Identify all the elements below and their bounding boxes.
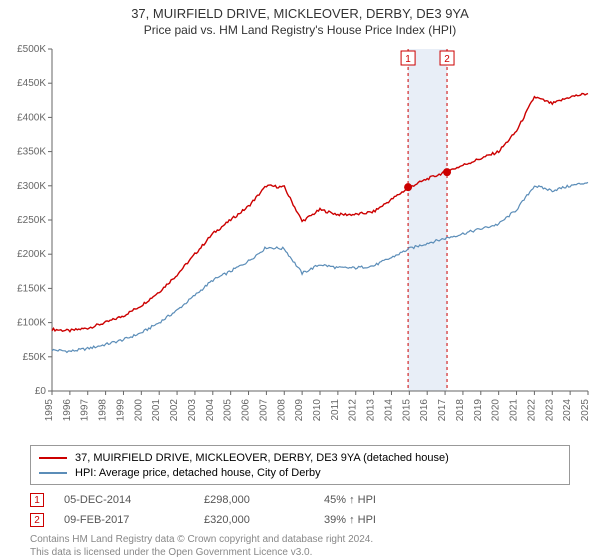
- svg-text:2015: 2015: [401, 399, 412, 422]
- legend-item: HPI: Average price, detached house, City…: [39, 465, 561, 480]
- sale-date: 09-FEB-2017: [64, 514, 204, 526]
- svg-text:2007: 2007: [258, 399, 269, 422]
- svg-text:£300K: £300K: [17, 181, 46, 192]
- sale-price: £320,000: [204, 514, 324, 526]
- svg-text:2002: 2002: [169, 399, 180, 422]
- chart-svg: 1 2 £0 £50K £100K £150K £200K £250K £300K £350K £4…: [0, 41, 600, 439]
- svg-text:2008: 2008: [276, 399, 287, 422]
- svg-text:1997: 1997: [80, 399, 91, 422]
- sale-diff: 45% ↑ HPI: [324, 494, 444, 506]
- legend-item: 37, MUIRFIELD DRIVE, MICKLEOVER, DERBY, …: [39, 450, 561, 465]
- sale-row: 2 09-FEB-2017 £320,000 39% ↑ HPI: [30, 513, 570, 527]
- svg-text:2011: 2011: [330, 399, 341, 421]
- svg-text:2009: 2009: [294, 399, 305, 422]
- legend-swatch: [39, 457, 67, 459]
- sale-records: 1 05-DEC-2014 £298,000 45% ↑ HPI 2 09-FE…: [30, 493, 570, 527]
- svg-text:2001: 2001: [151, 399, 162, 422]
- legend-label: HPI: Average price, detached house, City…: [75, 467, 321, 479]
- svg-text:2021: 2021: [509, 399, 520, 422]
- chart-container: 37, MUIRFIELD DRIVE, MICKLEOVER, DERBY, …: [0, 0, 600, 560]
- svg-text:1999: 1999: [115, 399, 126, 422]
- svg-text:2014: 2014: [383, 399, 394, 422]
- svg-text:2010: 2010: [312, 399, 323, 422]
- svg-text:2025: 2025: [580, 399, 591, 422]
- svg-text:2003: 2003: [187, 399, 198, 422]
- legend-swatch: [39, 472, 67, 474]
- footer-line: This data is licensed under the Open Gov…: [30, 546, 570, 559]
- svg-text:£100K: £100K: [17, 318, 46, 329]
- svg-text:2020: 2020: [491, 399, 502, 422]
- svg-text:2023: 2023: [544, 399, 555, 422]
- sale-row: 1 05-DEC-2014 £298,000 45% ↑ HPI: [30, 493, 570, 507]
- footer-text: Contains HM Land Registry data © Crown c…: [30, 533, 570, 559]
- svg-text:2013: 2013: [366, 399, 377, 422]
- svg-text:£350K: £350K: [17, 147, 46, 158]
- svg-text:2019: 2019: [473, 399, 484, 422]
- svg-text:2000: 2000: [133, 399, 144, 422]
- svg-text:£200K: £200K: [17, 249, 46, 260]
- svg-text:2005: 2005: [223, 399, 234, 422]
- svg-text:2004: 2004: [205, 399, 216, 422]
- chart-title: 37, MUIRFIELD DRIVE, MICKLEOVER, DERBY, …: [0, 6, 600, 21]
- svg-text:£500K: £500K: [17, 44, 46, 55]
- svg-text:2022: 2022: [526, 399, 537, 422]
- svg-text:£400K: £400K: [17, 112, 46, 123]
- chart-subtitle: Price paid vs. HM Land Registry's House …: [0, 23, 600, 37]
- svg-text:2017: 2017: [437, 399, 448, 422]
- svg-text:2012: 2012: [348, 399, 359, 422]
- sale-price: £298,000: [204, 494, 324, 506]
- svg-text:1995: 1995: [44, 399, 55, 422]
- svg-text:1998: 1998: [98, 399, 109, 422]
- chart-plot: 1 2 £0 £50K £100K £150K £200K £250K £300K £350K £4…: [0, 41, 600, 439]
- svg-text:£50K: £50K: [23, 352, 47, 363]
- legend: 37, MUIRFIELD DRIVE, MICKLEOVER, DERBY, …: [30, 445, 570, 485]
- svg-text:2016: 2016: [419, 399, 430, 422]
- svg-text:2024: 2024: [562, 399, 573, 422]
- svg-text:2018: 2018: [455, 399, 466, 422]
- sale-marker-icon: 1: [30, 493, 44, 507]
- legend-label: 37, MUIRFIELD DRIVE, MICKLEOVER, DERBY, …: [75, 452, 449, 464]
- svg-text:£250K: £250K: [17, 215, 46, 226]
- svg-text:£150K: £150K: [17, 283, 46, 294]
- sale-diff: 39% ↑ HPI: [324, 514, 444, 526]
- title-area: 37, MUIRFIELD DRIVE, MICKLEOVER, DERBY, …: [0, 0, 600, 37]
- svg-text:£0: £0: [35, 386, 47, 397]
- svg-text:2006: 2006: [241, 399, 252, 422]
- svg-text:1996: 1996: [62, 399, 73, 422]
- sale-marker-icon: 2: [30, 513, 44, 527]
- sale-date: 05-DEC-2014: [64, 494, 204, 506]
- svg-text:2: 2: [444, 54, 450, 65]
- svg-text:1: 1: [405, 54, 411, 65]
- svg-text:£450K: £450K: [17, 78, 46, 89]
- footer-line: Contains HM Land Registry data © Crown c…: [30, 533, 570, 546]
